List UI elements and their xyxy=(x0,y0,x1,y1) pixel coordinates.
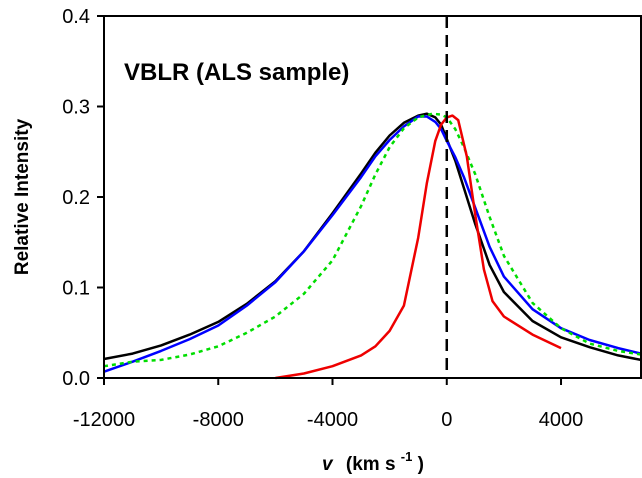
x-tick-label: -12000 xyxy=(73,409,135,431)
x-tick-label: -4000 xyxy=(307,409,358,431)
x-tick-label: -8000 xyxy=(193,409,244,431)
y-tick-label: 0.3 xyxy=(62,97,90,119)
x-axis: -12000 -8000 -4000 0 4000 xyxy=(73,378,583,431)
x-axis-unit-close: ) xyxy=(418,454,424,475)
y-tick-label: 0.4 xyxy=(62,6,90,28)
x-tick-label: 0 xyxy=(441,409,452,431)
series-line-1 xyxy=(103,112,642,362)
y-axis-label: Relative Intensity xyxy=(12,118,33,275)
x-axis-label: v (km s -1 ) xyxy=(322,445,424,475)
y-tick-label: 0.1 xyxy=(62,278,90,300)
chart-annotation: VBLR (ALS sample) xyxy=(124,59,349,86)
x-axis-unit: (km s xyxy=(346,454,396,475)
y-axis: 0.0 0.1 0.2 0.3 0.4 xyxy=(62,6,104,390)
y-tick-label: 0.0 xyxy=(62,368,90,390)
x-tick-label: 4000 xyxy=(539,409,584,431)
series-line-4 xyxy=(275,114,562,380)
y-tick-label: 0.2 xyxy=(62,187,90,209)
x-axis-unit-exponent: -1 xyxy=(401,449,413,464)
x-axis-variable: v xyxy=(322,454,334,475)
series-layer xyxy=(103,112,642,380)
